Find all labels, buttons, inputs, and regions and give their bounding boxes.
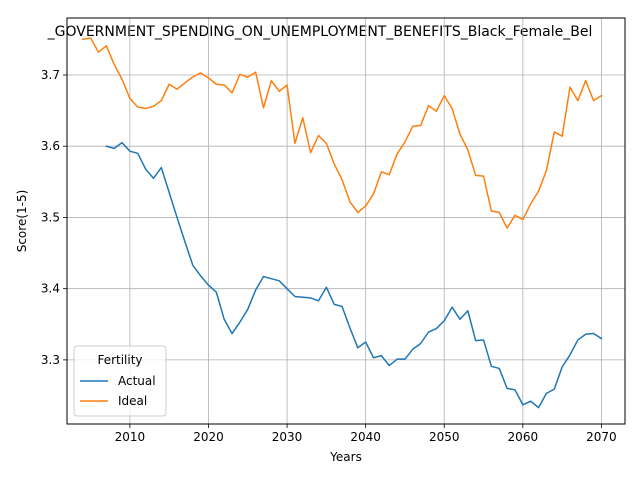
x-tick-label: 2030 [272,430,303,444]
legend-box [73,345,167,417]
x-axis-label: Years [329,450,362,464]
chart-title: _GOVERNMENT_SPENDING_ON_UNEMPLOYMENT_BEN… [47,24,593,40]
y-tick-label: 3.3 [41,353,60,367]
x-tick-label: 2040 [350,430,381,444]
x-tick-label: 2060 [508,430,539,444]
series-line-ideal [81,37,603,229]
legend-label-ideal: Ideal [118,394,147,408]
y-tick-label: 3.4 [41,282,60,296]
y-axis-label: Score(1-5) [15,190,29,253]
x-tick-label: 2010 [115,430,146,444]
axis-ticks: 2010 2020 2030 2040 2050 2060 2070 3.3 3.4 3.5 3.6… [41,68,617,444]
y-tick-label: 3.7 [41,68,60,82]
y-tick-label: 3.5 [41,210,60,224]
x-tick-label: 2050 [429,430,460,444]
x-tick-label: 2070 [586,430,617,444]
legend-label-actual: Actual [118,374,156,388]
x-tick-label: 2020 [193,430,224,444]
series-line-actual [105,141,603,409]
y-tick-label: 3.6 [41,139,60,153]
legend: Fertility Actual Ideal [73,345,167,417]
plot-frame [66,17,626,425]
series-lines [81,37,603,409]
legend-title: Fertility [97,353,142,367]
